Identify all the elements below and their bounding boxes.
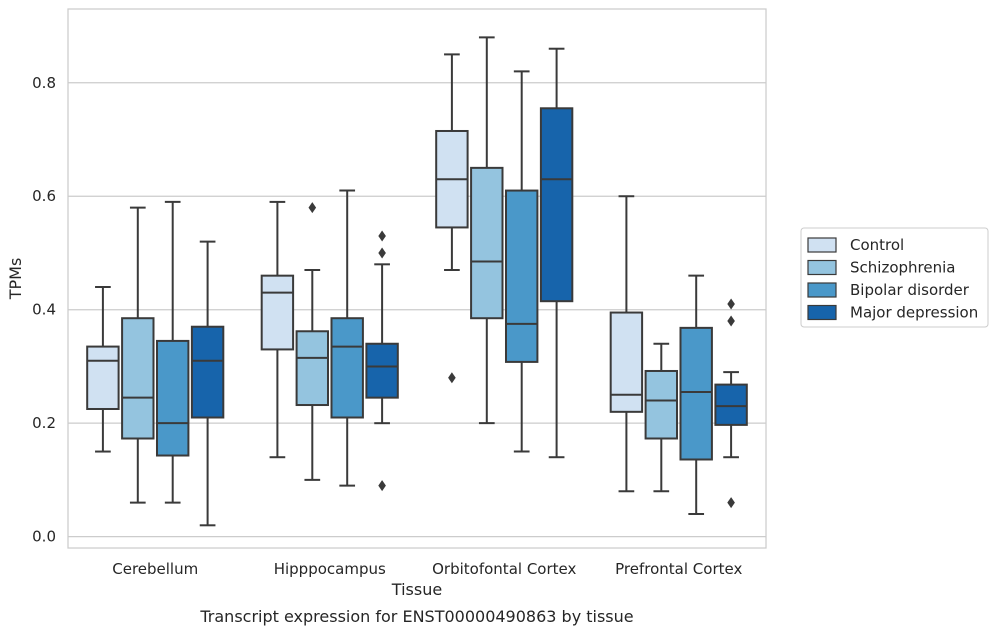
box-body — [714, 383, 748, 426]
legend: Control Schizophrenia Bipolar disorder Majo… — [800, 227, 989, 328]
box-body — [295, 330, 330, 407]
legend-label: Control — [850, 236, 904, 254]
box — [644, 342, 679, 493]
box — [539, 47, 574, 459]
box-body — [260, 274, 295, 351]
box-groups — [86, 36, 748, 527]
y-tick-label: 0.8 — [32, 74, 56, 92]
y-axis-label: TPMs — [6, 258, 25, 301]
box — [435, 53, 469, 384]
box-body — [644, 369, 679, 440]
box — [609, 195, 644, 493]
y-tick-label: 0.2 — [32, 414, 56, 432]
legend-swatch — [807, 259, 837, 276]
chart-caption: Transcript expression for ENST0000049086… — [199, 607, 633, 626]
box — [504, 70, 539, 453]
box-body — [330, 317, 364, 419]
outlier-point — [378, 230, 386, 242]
box — [155, 200, 190, 504]
legend-swatch — [807, 282, 837, 298]
x-tick-label: Hipppocampus — [274, 560, 386, 578]
x-axis-label: Tissue — [391, 580, 442, 599]
legend-swatch — [807, 237, 837, 253]
box — [295, 202, 330, 481]
box — [121, 206, 155, 504]
outlier-point — [727, 298, 735, 310]
box — [679, 274, 713, 515]
box-body — [365, 342, 399, 399]
x-tick-label: Prefrontal Cortex — [615, 560, 742, 578]
x-tick-label: Cerebellum — [112, 560, 198, 578]
box — [470, 36, 504, 425]
legend-label: Schizophrenia — [850, 259, 955, 277]
x-tick-labels: Cerebellum Hipppocampus Orbitofontal Corte… — [112, 560, 742, 578]
outlier-point — [727, 497, 735, 509]
box-body — [86, 345, 120, 410]
box-body — [504, 189, 539, 363]
box-body — [470, 166, 504, 320]
box-body — [155, 339, 190, 457]
legend-frame — [800, 227, 989, 328]
y-tick-label: 0.6 — [32, 187, 56, 205]
legend-swatch — [807, 304, 837, 321]
y-tick-labels: 0.0 0.2 0.4 0.6 0.8 — [32, 74, 56, 546]
y-tick-label: 0.4 — [32, 301, 56, 319]
outlier-point — [308, 202, 317, 214]
box-body — [679, 326, 713, 461]
outlier-point — [727, 315, 735, 327]
box — [190, 240, 225, 527]
y-tick-label: 0.0 — [32, 528, 56, 546]
legend-label: Bipolar disorder — [850, 281, 970, 299]
box — [260, 200, 295, 459]
box — [714, 298, 748, 509]
box — [330, 189, 364, 487]
x-tick-label: Orbitofontal Cortex — [432, 560, 576, 578]
box-body — [539, 107, 574, 303]
outlier-point — [378, 247, 386, 259]
box-body — [190, 325, 225, 419]
box — [86, 286, 120, 453]
outlier-point — [448, 372, 456, 384]
box-body — [121, 317, 155, 440]
box — [365, 230, 399, 492]
box-body — [609, 311, 644, 413]
legend-label: Major depression — [850, 304, 978, 322]
outlier-point — [378, 480, 386, 492]
plot-frame — [67, 8, 767, 549]
